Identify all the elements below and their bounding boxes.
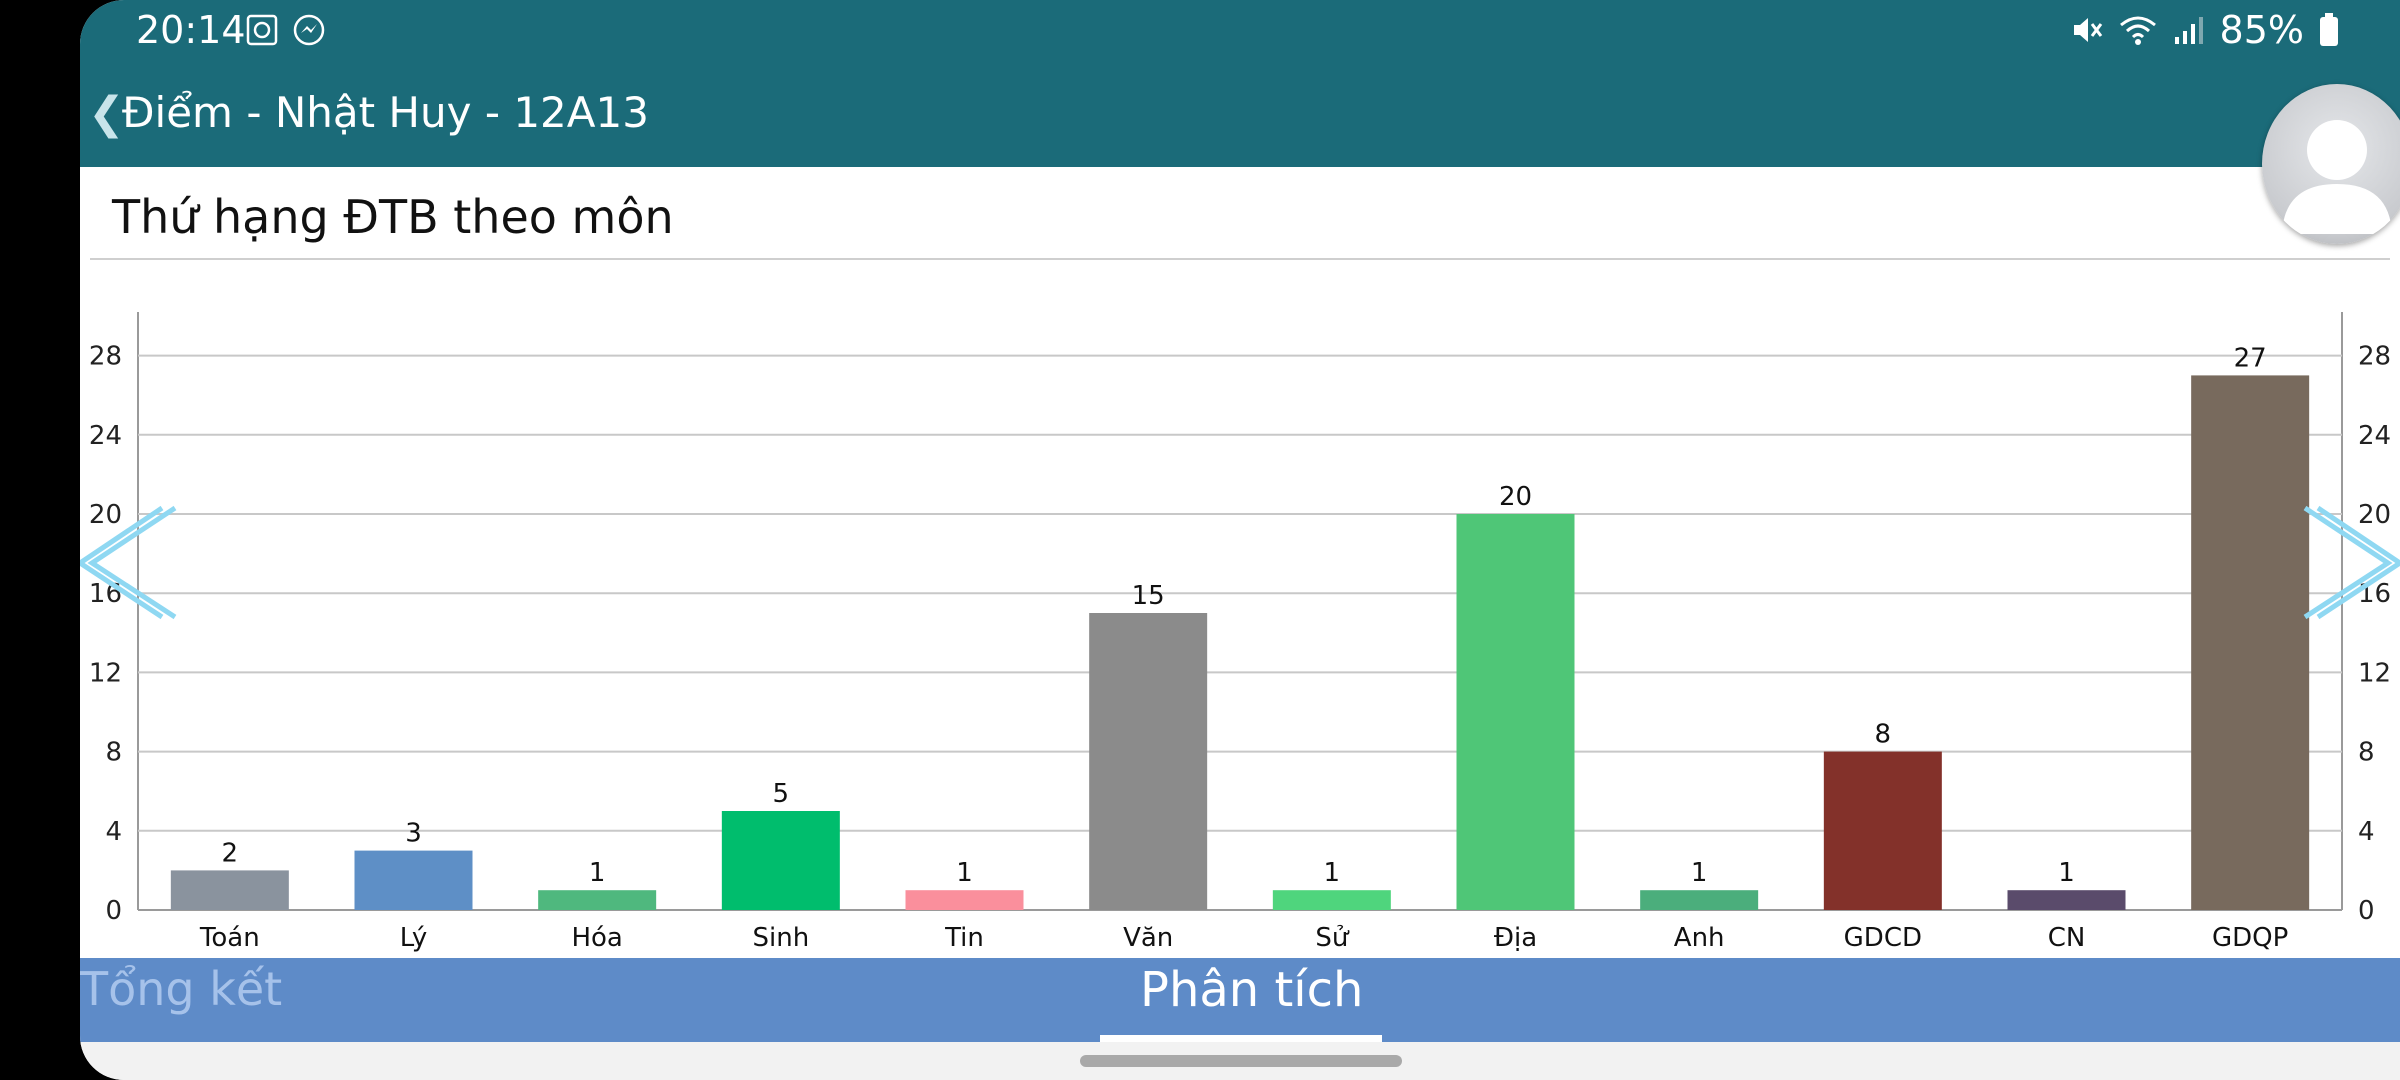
x-tick-label: GDCD <box>1844 923 1922 953</box>
tab-bar <box>80 958 2400 1042</box>
title-divider <box>90 258 2390 260</box>
bar-value-label: 1 <box>1324 858 1341 888</box>
bar-value-label: 2 <box>222 838 239 868</box>
y-tick-label-left: 0 <box>105 896 122 926</box>
y-tick-label-left: 8 <box>105 738 122 768</box>
bar-value-label: 27 <box>2234 343 2267 373</box>
x-tick-label: Anh <box>1674 923 1725 953</box>
y-tick-label-right: 8 <box>2358 738 2375 768</box>
bar-8 <box>1640 890 1759 910</box>
page-title[interactable]: Điểm - Nhật Huy - 12A13 <box>122 88 649 137</box>
y-tick-label-right: 4 <box>2358 817 2375 847</box>
x-tick-label: Toán <box>199 923 260 953</box>
y-tick-label-left: 20 <box>89 500 122 530</box>
bar-value-label: 1 <box>1691 858 1708 888</box>
y-tick-label-right: 20 <box>2358 500 2391 530</box>
x-tick-label: Tin <box>944 923 984 953</box>
bar-10 <box>2007 890 2126 910</box>
active-tab-indicator <box>1100 1035 1382 1043</box>
y-tick-label-left: 24 <box>89 421 122 451</box>
bar-value-label: 5 <box>773 779 790 809</box>
home-indicator[interactable] <box>1080 1055 1402 1067</box>
x-tick-label: Lý <box>400 923 428 953</box>
status-icons-left <box>245 12 327 48</box>
y-tick-label-left: 4 <box>105 817 122 847</box>
signal-icon <box>2172 13 2206 47</box>
bar-2 <box>538 890 657 910</box>
x-tick-label: GDQP <box>2212 923 2288 953</box>
bar-value-label: 8 <box>1875 720 1892 750</box>
rank-bar-chart: 0 0 4 4 8 8 12 12 16 16 20 20 24 24 28 28 2 Toán 3 Lý 1 Hóa 5 S… <box>80 312 2400 953</box>
bar-value-label: 1 <box>589 858 606 888</box>
bar-value-label: 20 <box>1499 482 1532 512</box>
battery-text: 85% <box>2219 8 2304 52</box>
x-tick-label: Văn <box>1123 923 1173 953</box>
x-tick-label: Hóa <box>571 923 622 953</box>
messenger-icon <box>291 12 327 48</box>
bar-1 <box>354 850 473 910</box>
chart-title: Thứ hạng ĐTB theo môn <box>112 190 674 244</box>
bar-6 <box>1272 890 1391 910</box>
bar-value-label: 15 <box>1132 581 1165 611</box>
bar-value-label: 1 <box>2058 858 2075 888</box>
y-tick-label-right: 16 <box>2358 579 2391 609</box>
prev-chevron-icon[interactable] <box>80 505 177 620</box>
user-silhouette-icon <box>2282 120 2392 234</box>
next-chevron-icon[interactable] <box>2303 505 2400 620</box>
y-tick-label-right: 12 <box>2358 658 2391 688</box>
mute-icon <box>2070 13 2104 47</box>
bar-value-label: 3 <box>405 819 422 849</box>
bar-value-label: 1 <box>956 858 973 888</box>
bar-0 <box>170 870 289 910</box>
y-tick-label-right: 24 <box>2358 421 2391 451</box>
y-tick-label-right: 0 <box>2358 896 2375 926</box>
bar-3 <box>721 811 840 910</box>
bar-11 <box>2191 375 2310 910</box>
app-screen: 20:14 85% ❮ Điểm - Nhật Huy <box>80 0 2400 1080</box>
y-tick-label-left: 16 <box>89 579 122 609</box>
top-bar: 20:14 85% ❮ Điểm - Nhật Huy <box>80 0 2400 167</box>
avatar[interactable] <box>2262 84 2400 244</box>
tab-phan-tich[interactable]: Phân tích <box>1140 962 1364 1018</box>
y-tick-label-left: 12 <box>89 658 122 688</box>
x-tick-label: Sử <box>1315 923 1350 953</box>
bar-4 <box>905 890 1024 910</box>
battery-icon <box>2318 12 2340 48</box>
wifi-icon <box>2118 13 2158 47</box>
bar-7 <box>1456 514 1575 910</box>
status-time: 20:14 <box>136 8 246 52</box>
media-icon <box>245 12 279 48</box>
tab-tong-ket[interactable]: Tổng kết <box>80 962 283 1016</box>
bar-9 <box>1823 751 1942 910</box>
back-chevron-icon[interactable]: ❮ <box>88 88 125 139</box>
bar-5 <box>1089 613 1208 910</box>
y-tick-label-left: 28 <box>89 342 122 372</box>
x-tick-label: CN <box>2048 923 2086 953</box>
x-tick-label: Địa <box>1494 923 1537 953</box>
x-tick-label: Sinh <box>752 923 809 953</box>
status-icons-right: 85% <box>2070 8 2340 52</box>
y-tick-label-right: 28 <box>2358 342 2391 372</box>
